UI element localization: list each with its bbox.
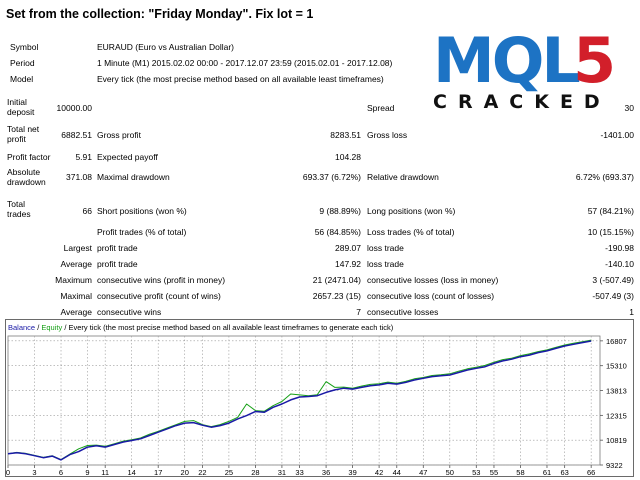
svg-text:MQL: MQL <box>433 24 579 97</box>
largest-loss-label: loss trade <box>367 243 404 253</box>
mql5-logo: MQL 5 <box>433 24 616 97</box>
spread-label: Spread <box>367 103 395 113</box>
max-cons-losses-label: consecutive losses (loss in money) <box>367 275 499 285</box>
avg-cons-losses-value: 1 <box>629 307 634 317</box>
absolute-drawdown-value: 371.08 <box>66 172 92 182</box>
maximal-cons-profit-value: 2657.23 (15) <box>312 291 361 301</box>
loss-trades-value: 10 (15.15%) <box>587 227 634 237</box>
model-value: Every tick (the most precise method base… <box>97 74 384 84</box>
maximal-label: Maximal <box>60 291 92 301</box>
period-value: 1 Minute (M1) 2015.02.02 00:00 - 2017.12… <box>97 58 393 68</box>
svg-text:5: 5 <box>573 24 616 97</box>
spread-value: 30 <box>624 103 634 113</box>
largest-profit-label: profit trade <box>97 243 138 253</box>
maximal-cons-loss-value: -507.49 (3) <box>592 291 634 301</box>
total-net-profit-value: 6882.51 <box>61 130 92 140</box>
avg-cons-wins-label: consecutive wins <box>97 307 162 317</box>
initial-deposit-value: 10000.00 <box>56 103 92 113</box>
average-profit-label: profit trade <box>97 259 138 269</box>
profit-factor-label: Profit factor <box>7 152 51 162</box>
max-cons-losses-value: 3 (-507.49) <box>592 275 634 285</box>
symbol-value: EURAUD (Euro vs Australian Dollar) <box>97 42 234 52</box>
relative-drawdown-value: 6.72% (693.37) <box>575 172 634 182</box>
maximal-cons-profit-label: consecutive profit (count of wins) <box>97 291 221 301</box>
chart-header-equity: Equity <box>41 323 63 332</box>
report-title: Set from the collection: "Friday Monday"… <box>6 7 314 21</box>
average-loss-value: -140.10 <box>605 259 634 269</box>
largest-profit-value: 289.07 <box>335 243 361 253</box>
average-profit-value: 147.92 <box>335 259 361 269</box>
absolute-drawdown-label: Absolute drawdown <box>7 167 46 187</box>
avg-cons-wins-value: 7 <box>356 307 361 317</box>
long-positions-value: 57 (84.21%) <box>587 206 634 216</box>
chart-header-balance: Balance <box>8 323 36 332</box>
initial-deposit-label: Initial deposit <box>7 97 35 117</box>
period-label: Period <box>10 58 35 68</box>
expected-payoff-label: Expected payoff <box>97 152 158 162</box>
maximal-drawdown-value: 693.37 (6.72%) <box>302 172 361 182</box>
max-cons-wins-value: 21 (2471.04) <box>312 275 361 285</box>
max-cons-wins-label: consecutive wins (profit in money) <box>97 275 226 285</box>
largest-label: Largest <box>63 243 92 253</box>
largest-loss-value: -190.98 <box>605 243 634 253</box>
symbol-label: Symbol <box>10 42 39 52</box>
profit-factor-value: 5.91 <box>75 152 92 162</box>
loss-trades-label: Loss trades (% of total) <box>367 227 455 237</box>
chart-header-rest: / Every tick (the most precise method ba… <box>62 323 394 332</box>
maximum-label: Maximum <box>55 275 92 285</box>
average-label: Average <box>60 259 92 269</box>
maximal-drawdown-label: Maximal drawdown <box>97 172 170 182</box>
total-net-profit-label: Total net profit <box>7 124 40 144</box>
chart-header-sep: / <box>35 323 42 332</box>
short-positions-label: Short positions (won %) <box>97 206 187 216</box>
profit-trades-label: Profit trades (% of total) <box>97 227 187 237</box>
gross-profit-label: Gross profit <box>97 130 141 140</box>
cracked-label: CRACKED <box>433 91 611 113</box>
model-label: Model <box>10 74 34 84</box>
balance-chart-frame <box>5 319 634 477</box>
average-loss-label: loss trade <box>367 259 404 269</box>
gross-profit-value: 8283.51 <box>330 130 361 140</box>
gross-loss-value: -1401.00 <box>600 130 634 140</box>
relative-drawdown-label: Relative drawdown <box>367 172 439 182</box>
long-positions-label: Long positions (won %) <box>367 206 456 216</box>
gross-loss-label: Gross loss <box>367 130 408 140</box>
average2-label: Average <box>60 307 92 317</box>
maximal-cons-loss-label: consecutive loss (count of losses) <box>367 291 495 301</box>
total-trades-value: 66 <box>82 206 92 216</box>
total-trades-label: Total trades <box>7 199 31 219</box>
avg-cons-losses-label: consecutive losses <box>367 307 439 317</box>
chart-header: Balance / Equity / Every tick (the most … <box>8 323 393 332</box>
short-positions-value: 9 (88.89%) <box>319 206 361 216</box>
expected-payoff-value: 104.28 <box>335 152 361 162</box>
profit-trades-value: 56 (84.85%) <box>314 227 361 237</box>
